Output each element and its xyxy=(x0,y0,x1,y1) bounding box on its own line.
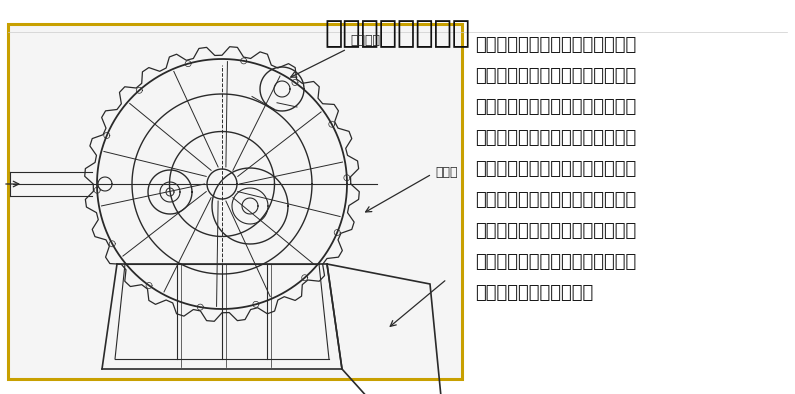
Text: 轮减速后带动叶轮缓慢转动，砂石: 轮减速后带动叶轮缓慢转动，砂石 xyxy=(475,67,636,85)
Text: 动下翻滚，并互相研磨，除去覆盖: 动下翻滚，并互相研磨，除去覆盖 xyxy=(475,129,636,147)
Text: 水，形成强大水流，及时将杂质及: 水，形成强大水流，及时将杂质及 xyxy=(475,222,636,240)
Text: 比重小的异物带走，并从溢出口洗: 比重小的异物带走，并从溢出口洗 xyxy=(475,253,636,271)
Text: 由给料槽进入洗槽中，在叶轮的带: 由给料槽进入洗槽中，在叶轮的带 xyxy=(475,98,636,116)
Text: 传动机构: 传动机构 xyxy=(350,34,380,47)
Text: 槽排出，完成清洗过程。: 槽排出，完成清洗过程。 xyxy=(475,284,593,302)
Text: 砂石表面的杂质，同时破坏包覆砂: 砂石表面的杂质，同时破坏包覆砂 xyxy=(475,160,636,178)
Text: 粒的水汽层，以利于脱水；同时加: 粒的水汽层，以利于脱水；同时加 xyxy=(475,191,636,209)
Bar xyxy=(8,24,462,379)
Text: 下料口: 下料口 xyxy=(435,165,457,178)
Text: 洗砂机组成及原理: 洗砂机组成及原理 xyxy=(324,19,471,48)
Text: 动力装置通过三角带、减速机、齿: 动力装置通过三角带、减速机、齿 xyxy=(475,36,636,54)
